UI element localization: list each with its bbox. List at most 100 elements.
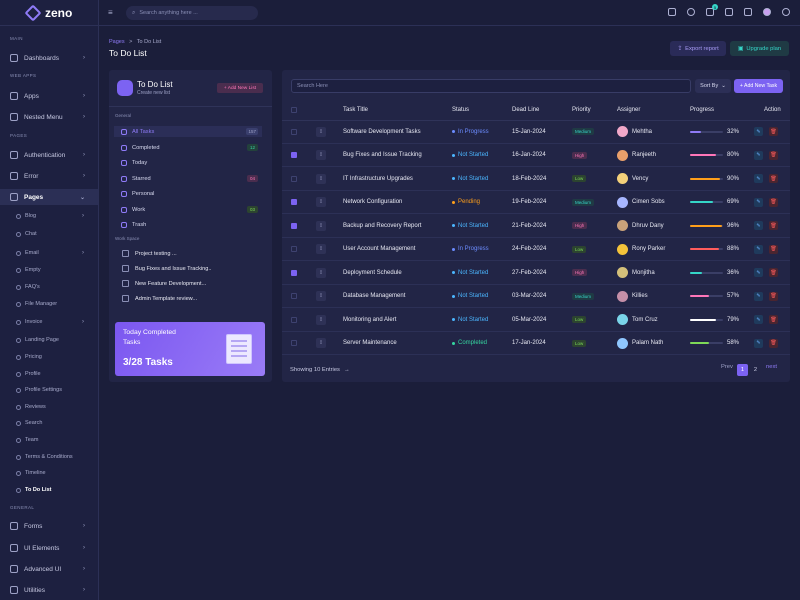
row-checkbox[interactable]: [291, 152, 297, 159]
list-filter-today[interactable]: Today: [114, 157, 262, 168]
drag-handle-icon[interactable]: ⁞⁞: [316, 173, 326, 184]
delete-icon[interactable]: 🗑: [769, 291, 778, 301]
fullscreen-icon[interactable]: [744, 8, 752, 16]
drag-handle-icon[interactable]: ⁞⁞: [316, 314, 326, 325]
edit-icon[interactable]: ✎: [754, 244, 763, 254]
edit-icon[interactable]: ✎: [754, 268, 763, 278]
drag-handle-icon[interactable]: ⁞⁞: [316, 291, 326, 302]
edit-icon[interactable]: ✎: [754, 291, 763, 301]
add-new-list-button[interactable]: + Add New List: [217, 83, 263, 93]
drag-handle-icon[interactable]: ⁞⁞: [316, 220, 326, 231]
sidebar-sub-landing-page[interactable]: Landing Page: [16, 337, 59, 343]
delete-icon[interactable]: 🗑: [769, 244, 778, 254]
sidebar-sub-to-do-list[interactable]: To Do List: [16, 487, 51, 493]
task-search-input[interactable]: Search Here: [291, 79, 691, 93]
sort-by-dropdown[interactable]: Sort By ⌄: [695, 79, 731, 93]
edit-icon[interactable]: ✎: [754, 338, 763, 348]
sidebar-item-authentication[interactable]: Authentication ›: [0, 147, 98, 163]
export-report-button[interactable]: ⇪ Export report: [670, 41, 726, 56]
page-2-button[interactable]: 2: [753, 367, 758, 373]
row-checkbox[interactable]: [291, 222, 297, 229]
sidebar-sub-profile-settings[interactable]: Profile Settings: [16, 387, 62, 393]
edit-icon[interactable]: ✎: [754, 221, 763, 231]
add-new-task-button[interactable]: + Add New Task: [734, 79, 783, 93]
user-avatar[interactable]: [763, 8, 771, 16]
drag-handle-icon[interactable]: ⁞⁞: [316, 126, 326, 137]
drag-handle-icon[interactable]: ⁞⁞: [316, 267, 326, 278]
sidebar-sub-file-manager[interactable]: File Manager: [16, 301, 57, 307]
sidebar-item-apps[interactable]: Apps ›: [0, 88, 98, 104]
sidebar-sub-invoice[interactable]: Invoice ›: [16, 319, 84, 325]
delete-icon[interactable]: 🗑: [769, 268, 778, 278]
drag-handle-icon[interactable]: ⁞⁞: [316, 150, 326, 161]
row-checkbox[interactable]: [291, 293, 297, 300]
list-filter-all-tasks[interactable]: All Tasks 157: [114, 126, 262, 137]
row-checkbox[interactable]: [291, 316, 297, 323]
workspace-item[interactable]: Admin Template review...: [122, 295, 197, 302]
delete-icon[interactable]: 🗑: [769, 197, 778, 207]
menu-toggle-icon[interactable]: ≡: [108, 8, 113, 17]
sidebar-sub-blog[interactable]: Blog ›: [16, 213, 84, 219]
sidebar-sub-profile[interactable]: Profile: [16, 371, 41, 377]
delete-icon[interactable]: 🗑: [769, 174, 778, 184]
list-filter-work[interactable]: Work 03: [114, 204, 262, 215]
drag-handle-icon[interactable]: ⁞⁞: [316, 244, 326, 255]
global-search-input[interactable]: ⌕ Search anything here ...: [126, 6, 258, 20]
sidebar-item-pages[interactable]: Pages ⌄: [0, 189, 98, 205]
prev-page-button[interactable]: Prev: [721, 364, 733, 370]
sidebar-item-nested-menu[interactable]: Nested Menu ›: [0, 109, 98, 125]
edit-icon[interactable]: ✎: [754, 150, 763, 160]
row-checkbox[interactable]: [291, 199, 297, 206]
edit-icon[interactable]: ✎: [754, 315, 763, 325]
sidebar-item-advanced-ui[interactable]: Advanced UI ›: [0, 561, 98, 577]
next-page-button[interactable]: next: [766, 364, 777, 370]
workspace-item[interactable]: Project testing ...: [122, 250, 177, 257]
row-checkbox[interactable]: [291, 340, 297, 347]
delete-icon[interactable]: 🗑: [769, 127, 778, 137]
row-checkbox[interactable]: [291, 246, 297, 253]
drag-handle-icon[interactable]: ⁞⁞: [316, 197, 326, 208]
breadcrumb-pages-link[interactable]: Pages: [109, 39, 125, 45]
sidebar-sub-timeline[interactable]: Timeline: [16, 470, 46, 476]
sidebar-sub-pricing[interactable]: Pricing: [16, 354, 42, 360]
list-filter-personal[interactable]: Personal: [114, 188, 262, 199]
app-logo[interactable]: zeno: [0, 0, 98, 26]
sidebar-sub-team[interactable]: Team: [16, 437, 38, 443]
select-all-checkbox[interactable]: [291, 107, 297, 115]
list-filter-completed[interactable]: Completed 12: [114, 142, 262, 153]
upgrade-plan-button[interactable]: ▣ Upgrade plan: [730, 41, 789, 56]
edit-icon[interactable]: ✎: [754, 197, 763, 207]
delete-icon[interactable]: 🗑: [769, 315, 778, 325]
sidebar-item-forms[interactable]: Forms ›: [0, 518, 98, 534]
arrow-right-icon[interactable]: →: [343, 367, 350, 373]
sidebar-sub-email[interactable]: Email ›: [16, 250, 84, 256]
sidebar-item-error[interactable]: Error ›: [0, 168, 98, 184]
row-checkbox[interactable]: [291, 269, 297, 276]
cart-icon[interactable]: 5: [706, 4, 718, 16]
sidebar-sub-faqs[interactable]: FAQ's: [16, 284, 40, 290]
sidebar-sub-search[interactable]: Search: [16, 420, 42, 426]
edit-icon[interactable]: ✎: [754, 174, 763, 184]
sidebar-sub-terms[interactable]: Terms & Conditions: [16, 454, 73, 460]
row-checkbox[interactable]: [291, 128, 297, 135]
sidebar-sub-empty[interactable]: Empty: [16, 267, 41, 273]
drag-handle-icon[interactable]: ⁞⁞: [316, 338, 326, 349]
notification-bell-icon[interactable]: [725, 8, 733, 16]
sidebar-sub-reviews[interactable]: Reviews: [16, 404, 46, 410]
edit-icon[interactable]: ✎: [754, 127, 763, 137]
page-1-button[interactable]: 1: [737, 364, 748, 376]
translate-icon[interactable]: [668, 8, 676, 16]
settings-gear-icon[interactable]: [782, 8, 790, 16]
delete-icon[interactable]: 🗑: [769, 221, 778, 231]
sidebar-sub-chat[interactable]: Chat: [16, 231, 37, 237]
workspace-item[interactable]: New Feature Development...: [122, 280, 206, 287]
workspace-item[interactable]: Bug Fixes and Issue Tracking..: [122, 265, 212, 272]
sidebar-item-dashboards[interactable]: Dashboards ›: [0, 50, 98, 66]
theme-toggle-icon[interactable]: [687, 8, 695, 16]
sidebar-item-ui-elements[interactable]: UI Elements ›: [0, 540, 98, 556]
row-checkbox[interactable]: [291, 175, 297, 182]
list-filter-trash[interactable]: Trash: [114, 219, 262, 230]
list-filter-starred[interactable]: Starred 04: [114, 173, 262, 184]
sidebar-item-utilities[interactable]: Utilities ›: [0, 582, 98, 598]
delete-icon[interactable]: 🗑: [769, 338, 778, 348]
